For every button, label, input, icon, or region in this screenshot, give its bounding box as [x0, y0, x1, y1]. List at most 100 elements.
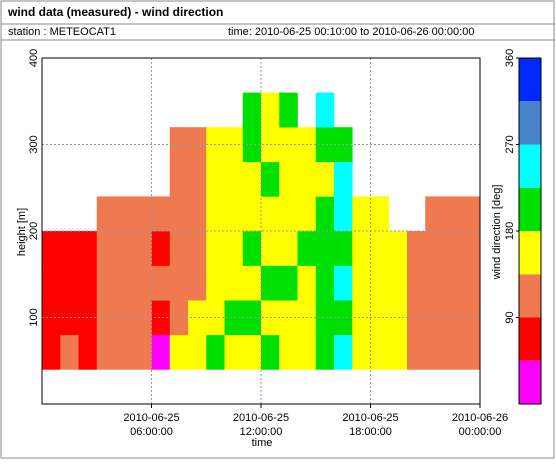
cell: [407, 300, 426, 336]
y-tick-label: 300: [28, 135, 40, 153]
cell: [279, 196, 298, 232]
cell: [461, 231, 481, 266]
cell: [151, 231, 171, 266]
cell: [206, 196, 225, 232]
cell: [242, 265, 262, 301]
cell: [370, 231, 390, 266]
cell: [42, 265, 61, 301]
cell: [188, 196, 207, 232]
y-tick-label: 100: [28, 308, 40, 326]
cell: [352, 231, 371, 266]
cell: [407, 231, 426, 266]
cell: [315, 161, 335, 197]
cell: [133, 265, 152, 301]
cell: [370, 265, 390, 301]
cell: [334, 196, 353, 232]
cell: [279, 92, 298, 128]
cell: [279, 231, 298, 266]
cell: [224, 231, 244, 266]
cell: [461, 334, 481, 370]
cell: [261, 196, 280, 232]
cell: [315, 231, 335, 266]
y-tick-label: 200: [28, 222, 40, 240]
cell: [297, 265, 317, 301]
cell: [224, 161, 244, 197]
cell: [352, 265, 371, 301]
x-tick-label: 2010-06-25 12:00:00: [233, 412, 289, 438]
cell: [188, 265, 207, 301]
cell: [78, 231, 98, 266]
x-tick-label: 2010-06-25 18:00:00: [342, 412, 398, 438]
cell: [315, 196, 335, 232]
cell: [261, 265, 280, 301]
colorbar-tick-label: 270: [504, 135, 516, 153]
cell: [297, 231, 317, 266]
cell: [206, 334, 225, 370]
cell: [242, 161, 262, 197]
cell: [188, 300, 207, 336]
colorbar-bin: [519, 317, 541, 361]
cell: [370, 196, 390, 232]
cell: [407, 265, 426, 301]
cell: [60, 300, 79, 336]
cell: [151, 334, 171, 370]
cell: [188, 127, 207, 163]
colorbar-bin: [519, 187, 541, 231]
cell: [334, 265, 353, 301]
cell: [133, 334, 152, 370]
colorbar-tick-label: 180: [504, 222, 516, 240]
cell: [188, 231, 207, 266]
cell: [261, 161, 280, 197]
cell: [279, 127, 298, 163]
colorbar-bin: [519, 144, 541, 188]
cell: [115, 300, 134, 336]
y-axis-label: height [m]: [16, 208, 28, 256]
cell: [224, 300, 244, 336]
cell: [96, 334, 116, 370]
cell: [334, 231, 353, 266]
cell: [60, 334, 79, 370]
x-tick-label: 2010-06-26 00:00:00: [452, 412, 508, 438]
cell: [224, 334, 244, 370]
cell: [169, 231, 189, 266]
cell: [279, 334, 298, 370]
station: station : METEOCAT1: [8, 26, 116, 38]
cell: [169, 265, 189, 301]
colorbar-bin: [519, 58, 541, 102]
plot-border: [41, 57, 481, 405]
cell: [261, 92, 280, 128]
cell: [242, 231, 262, 266]
cell: [96, 196, 116, 232]
cell: [443, 300, 463, 336]
cell: [115, 196, 134, 232]
cell: [151, 196, 171, 232]
cell: [78, 334, 98, 370]
cell: [151, 265, 171, 301]
y-tick-label: 400: [28, 49, 40, 67]
cell: [169, 161, 189, 197]
colorbar-tick-label: 90: [504, 311, 516, 323]
cell: [315, 92, 335, 128]
cell: [78, 265, 98, 301]
cell: [334, 334, 353, 370]
cell: [42, 231, 61, 266]
cell: [242, 334, 262, 370]
cell: [297, 196, 317, 232]
title: wind data (measured) - wind direction: [7, 5, 223, 19]
cell: [297, 161, 317, 197]
cell: [60, 265, 79, 301]
cell: [443, 265, 463, 301]
cell: [261, 334, 280, 370]
colorbar-bin: [519, 360, 541, 404]
time-range: time: 2010-06-25 00:10:00 to 2010-06-26 …: [228, 26, 474, 38]
cell: [407, 334, 426, 370]
cell: [443, 196, 463, 232]
cell: [388, 231, 408, 266]
colorbar-bin: [519, 231, 541, 275]
cell: [242, 92, 262, 128]
cell: [206, 161, 225, 197]
cell: [242, 300, 262, 336]
cell: [242, 127, 262, 163]
cell: [151, 300, 171, 336]
x-axis-label: time: [252, 437, 273, 449]
